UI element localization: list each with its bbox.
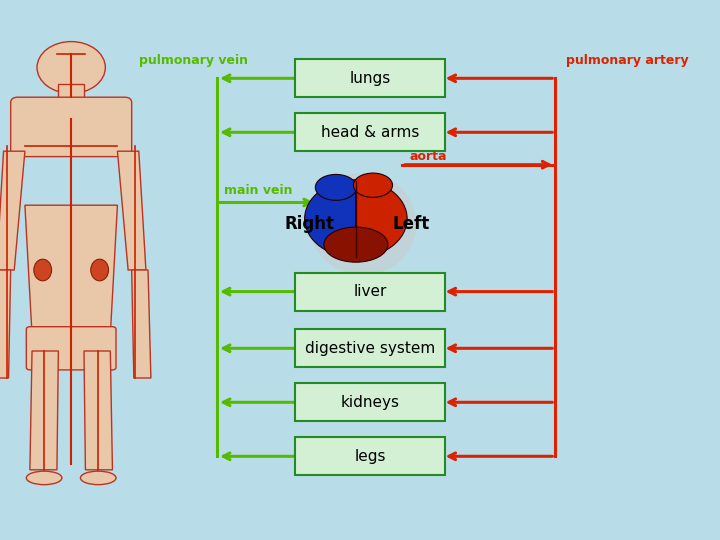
- Text: head & arms: head & arms: [321, 125, 419, 140]
- Ellipse shape: [27, 471, 62, 485]
- Ellipse shape: [310, 173, 416, 275]
- Polygon shape: [25, 205, 117, 335]
- Ellipse shape: [354, 173, 392, 197]
- FancyBboxPatch shape: [58, 84, 84, 105]
- Text: lungs: lungs: [349, 71, 391, 86]
- FancyBboxPatch shape: [295, 329, 445, 367]
- Ellipse shape: [91, 259, 109, 281]
- FancyBboxPatch shape: [295, 273, 445, 310]
- Polygon shape: [132, 270, 151, 378]
- Text: pulmonary artery: pulmonary artery: [566, 54, 688, 67]
- Text: digestive system: digestive system: [305, 341, 436, 356]
- Polygon shape: [84, 351, 112, 470]
- Ellipse shape: [81, 471, 116, 485]
- Ellipse shape: [315, 174, 356, 200]
- FancyBboxPatch shape: [295, 437, 445, 475]
- Text: Right: Right: [284, 215, 335, 233]
- FancyBboxPatch shape: [11, 97, 132, 157]
- Polygon shape: [0, 270, 11, 378]
- Polygon shape: [117, 151, 146, 270]
- Text: Left: Left: [393, 215, 430, 233]
- Ellipse shape: [324, 227, 388, 262]
- FancyBboxPatch shape: [295, 383, 445, 421]
- Text: kidneys: kidneys: [341, 395, 400, 410]
- Polygon shape: [30, 351, 58, 470]
- Ellipse shape: [34, 259, 52, 281]
- Text: liver: liver: [354, 284, 387, 299]
- Circle shape: [37, 42, 105, 93]
- Text: pulmonary vein: pulmonary vein: [139, 54, 248, 67]
- Text: legs: legs: [354, 449, 386, 464]
- FancyBboxPatch shape: [295, 113, 445, 151]
- Wedge shape: [356, 180, 407, 258]
- FancyBboxPatch shape: [27, 327, 116, 370]
- Text: aorta: aorta: [409, 150, 447, 163]
- Wedge shape: [305, 180, 356, 258]
- Polygon shape: [0, 151, 25, 270]
- FancyBboxPatch shape: [295, 59, 445, 97]
- Text: main vein: main vein: [224, 184, 293, 197]
